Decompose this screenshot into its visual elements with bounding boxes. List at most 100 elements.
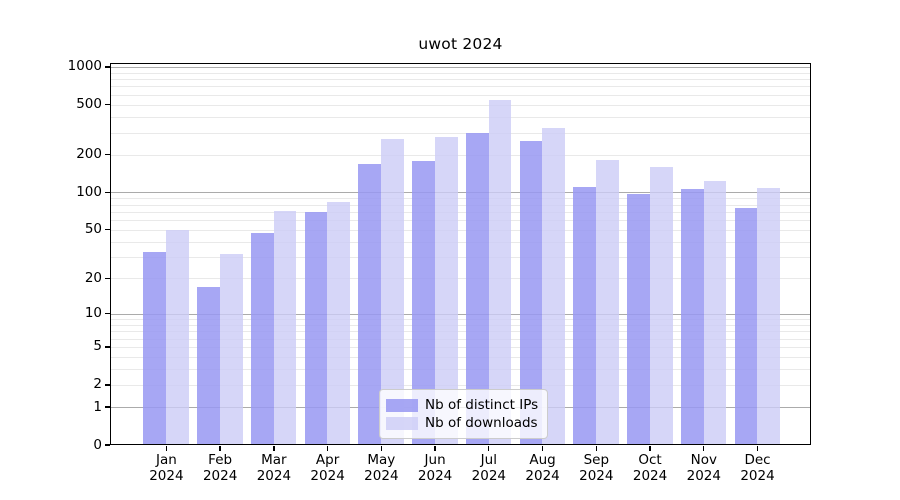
minor-gridline [111, 356, 810, 358]
y-tick-label-1: 1 [93, 398, 102, 415]
minor-gridline [111, 220, 810, 222]
legend-label-downloads: Nb of downloads [425, 415, 538, 431]
y-tick-label-0: 0 [93, 436, 102, 453]
x-tick-label-line: Jan [155, 452, 177, 468]
legend: Nb of distinct IPs Nb of downloads [379, 389, 548, 439]
x-tick-label-line: Sep [583, 452, 610, 468]
bar-distinct-ips-oct [627, 194, 650, 445]
bar-downloads-may [381, 139, 404, 445]
x-tick-jan [165, 446, 168, 451]
x-tick-may [380, 446, 382, 451]
minor-gridline [111, 94, 810, 96]
bar-downloads-apr [327, 201, 351, 445]
minor-gridline [111, 319, 810, 320]
minor-gridline [111, 86, 810, 88]
bar-distinct-ips-apr [304, 211, 328, 445]
bar-distinct-ips-mar [250, 233, 274, 445]
x-tick-label-aug: Aug 2024 [513, 452, 573, 484]
x-tick-label-nov: Nov 2024 [674, 452, 734, 484]
chart-title: uwot 2024 [418, 35, 503, 53]
bar-downloads-oct [649, 166, 673, 445]
x-tick-label-line: 2024 [417, 468, 453, 484]
x-tick-label-line: Jun [424, 452, 446, 468]
x-tick-label-line: Apr [315, 452, 340, 468]
x-tick-label-line: Jul [480, 452, 497, 468]
bar-distinct-ips-jul [465, 133, 489, 445]
bar-downloads-jul [488, 100, 512, 445]
x-tick-jun [434, 446, 436, 451]
bar-distinct-ips-jan [143, 252, 167, 445]
legend-item-downloads: Nb of downloads [386, 415, 539, 431]
x-tick-label-line: 2024 [310, 468, 345, 484]
bar-distinct-ips-feb [197, 286, 220, 445]
y-tick-1000 [104, 66, 110, 68]
x-tick-label-line: 2024 [579, 468, 614, 484]
minor-gridline [111, 72, 810, 74]
major-gridline-10 [111, 313, 810, 315]
legend-swatch-distinct-ips [386, 398, 418, 412]
y-tick-label-5: 5 [93, 338, 102, 355]
minor-gridline [111, 132, 810, 134]
minor-gridline [111, 79, 810, 81]
x-tick-label-line: 2024 [471, 468, 506, 484]
x-tick-label-line: 2024 [149, 468, 184, 484]
minor-gridline [111, 117, 810, 118]
y-tick-200 [104, 154, 110, 156]
bar-distinct-ips-aug [519, 140, 543, 445]
x-tick-aug [541, 446, 544, 451]
x-tick-sep [595, 446, 597, 451]
y-tick-500 [104, 104, 110, 106]
minor-gridline [111, 154, 810, 156]
x-tick-label-mar: Mar 2024 [244, 452, 304, 484]
y-tick-10 [104, 313, 110, 315]
minor-gridline [111, 211, 810, 213]
bar-distinct-ips-sep [573, 186, 597, 445]
y-tick-label-2: 2 [93, 376, 102, 393]
minor-gridline [111, 257, 810, 259]
y-tick-label-100: 100 [76, 183, 102, 200]
x-tick-label-line: Nov [690, 452, 717, 468]
minor-gridline [111, 278, 810, 280]
bar-downloads-sep [596, 159, 619, 445]
bar-distinct-ips-nov [680, 188, 704, 445]
x-tick-label-line: 2024 [632, 468, 668, 484]
y-tick-label-200: 200 [76, 146, 102, 163]
bar-downloads-jan [166, 229, 189, 445]
minor-gridline [111, 104, 810, 106]
minor-gridline [111, 331, 810, 333]
x-tick-label-dec: Dec 2024 [728, 452, 788, 484]
legend-label-distinct-ips: Nb of distinct IPs [425, 397, 539, 413]
x-tick-label-line: Dec [744, 452, 771, 468]
minor-gridline [111, 241, 810, 243]
x-tick-nov [703, 446, 705, 451]
bar-distinct-ips-dec [734, 208, 758, 445]
x-tick-jul [488, 446, 490, 451]
y-tick-50 [104, 229, 110, 231]
minor-gridline [111, 346, 810, 348]
major-gridline-1000 [111, 66, 810, 68]
minor-gridline [111, 338, 810, 340]
x-tick-label-line: 2024 [256, 468, 292, 484]
x-tick-label-line: Mar [261, 452, 287, 468]
x-tick-label-oct: Oct 2024 [620, 452, 680, 484]
y-tick-2 [104, 384, 110, 386]
x-tick-apr [326, 446, 329, 451]
y-tick-label-50: 50 [84, 221, 102, 238]
bar-downloads-dec [757, 187, 781, 445]
y-tick-5 [104, 346, 110, 348]
bar-downloads-nov [703, 180, 727, 445]
minor-gridline [111, 369, 810, 371]
x-tick-label-line: Feb [208, 452, 233, 468]
y-tick-label-1000: 1000 [67, 58, 102, 75]
bar-distinct-ips-jun [412, 161, 435, 445]
x-tick-oct [649, 446, 651, 451]
x-tick-label-jul: Jul 2024 [459, 452, 519, 484]
x-tick-label-jun: Jun 2024 [405, 452, 465, 484]
x-tick-mar [273, 446, 275, 451]
bar-downloads-feb [219, 253, 243, 445]
bar-downloads-aug [542, 127, 566, 445]
bar-downloads-mar [273, 210, 297, 445]
